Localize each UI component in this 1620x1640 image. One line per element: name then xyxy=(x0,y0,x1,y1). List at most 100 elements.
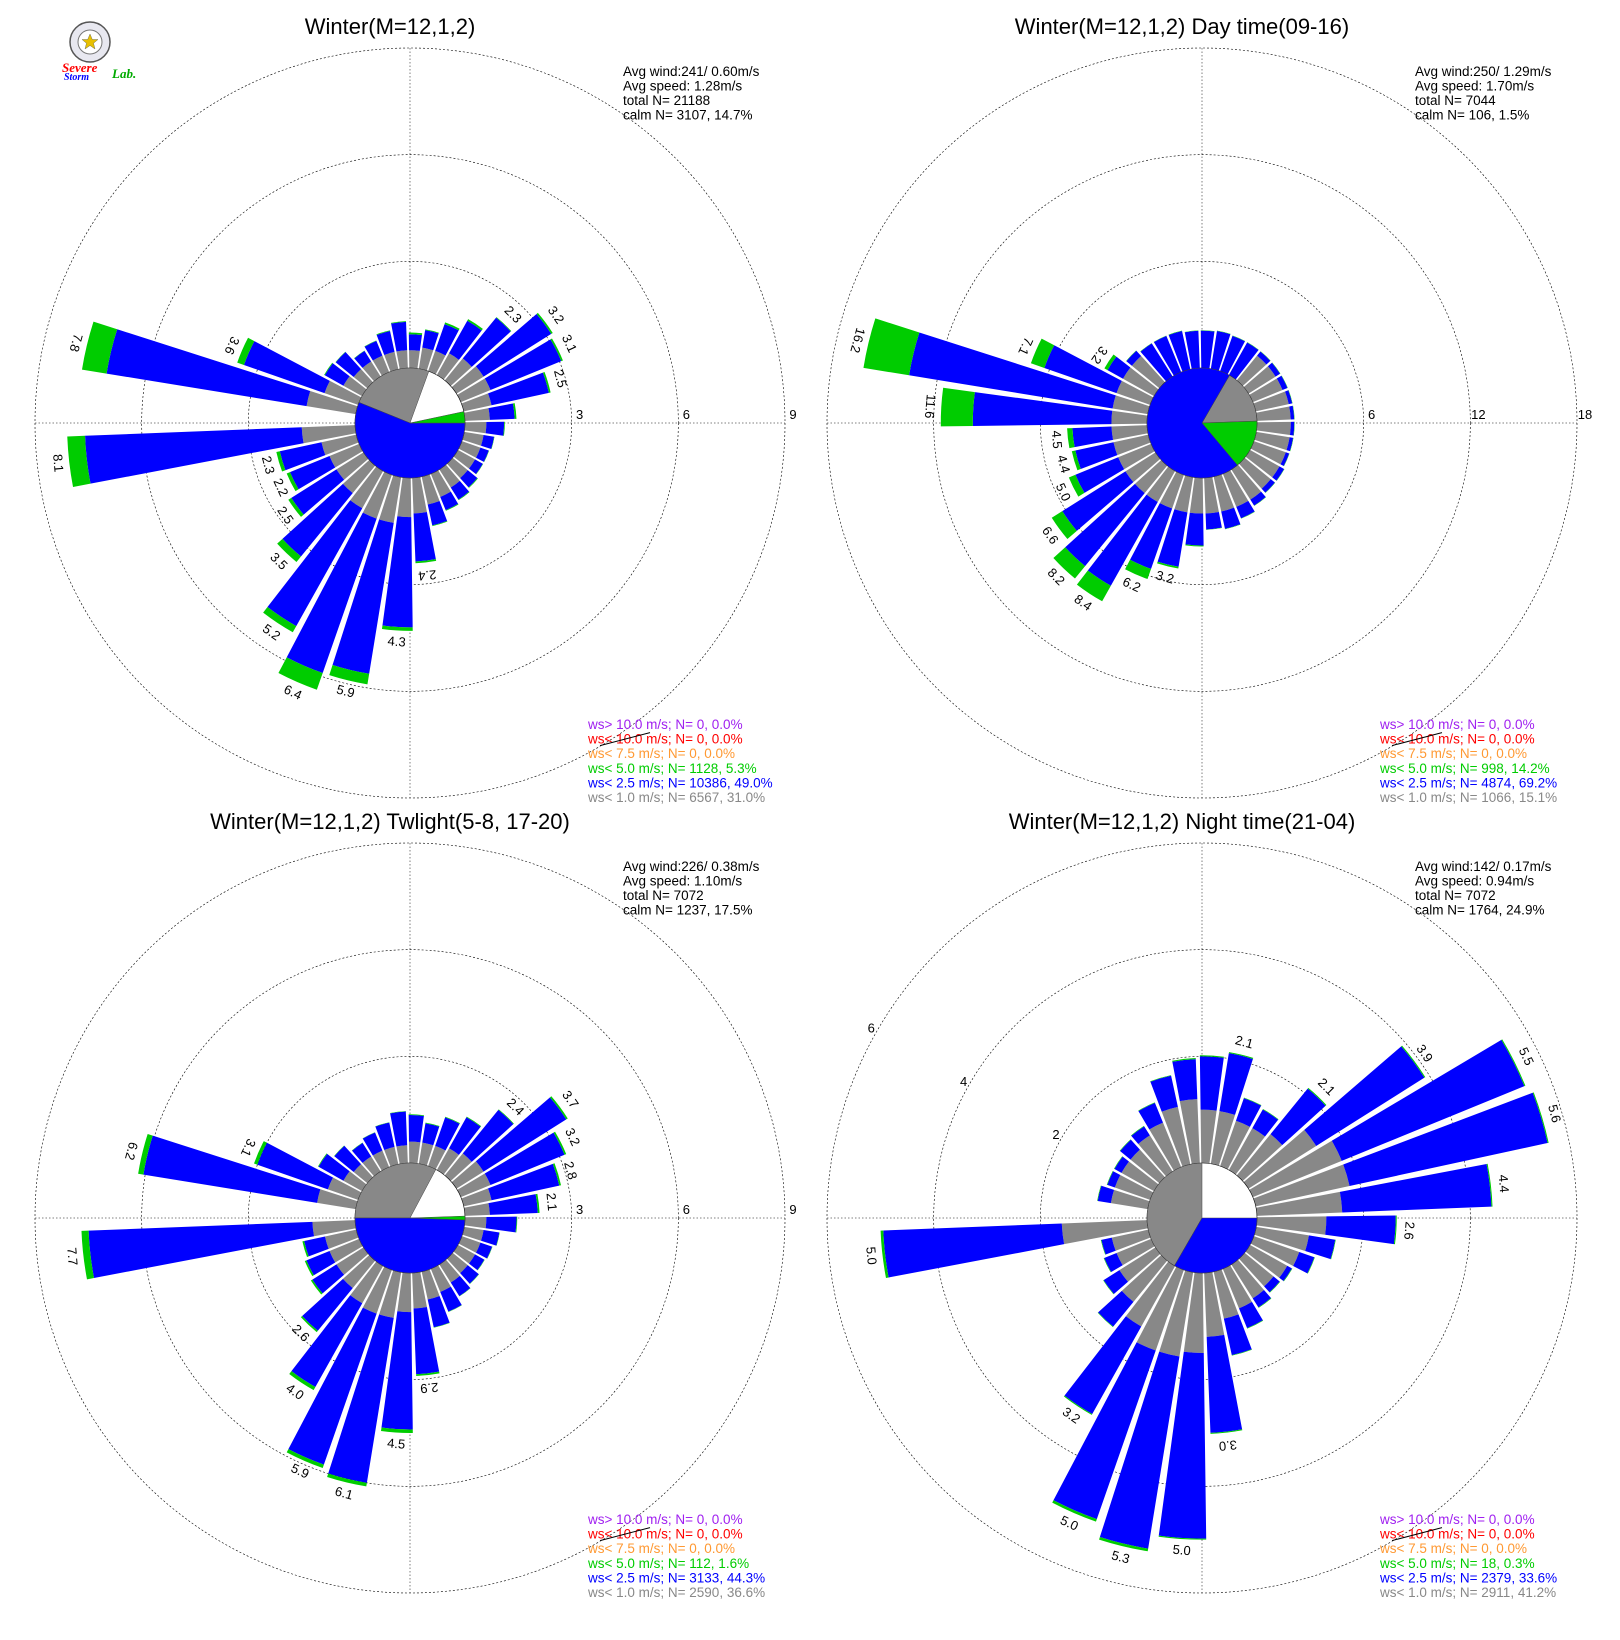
bar-value-label: 2.2 xyxy=(270,476,291,499)
bar-value-label: 3.7 xyxy=(559,1088,582,1111)
bar-segment-lt25 xyxy=(1286,437,1294,452)
ring-tick-label: 9 xyxy=(789,1202,796,1217)
bar-segment-lt5 xyxy=(880,1230,889,1278)
bar-segment-lt25 xyxy=(334,1145,362,1172)
bar-segment-lt1 xyxy=(336,452,369,480)
bar-segment-lt5 xyxy=(1276,468,1285,481)
bar-segment-lt5 xyxy=(415,559,437,564)
bar-value-label: 4.4 xyxy=(1054,453,1073,474)
stat-line: Avg wind:241/ 0.60m/s xyxy=(623,64,760,79)
bar-segment-lt25 xyxy=(1064,1316,1142,1414)
bar-segment-lt5 xyxy=(467,319,483,331)
bar-segment-lt25 xyxy=(1219,1053,1253,1115)
bar-segment-lt1 xyxy=(1159,1270,1194,1357)
bar-segment-lt5 xyxy=(1307,1257,1315,1274)
bar-segment-lt5 xyxy=(1262,1109,1279,1120)
bar-segment-lt1 xyxy=(412,1272,427,1309)
bar-segment-lt5 xyxy=(535,1193,540,1213)
bar-segment-lt5 xyxy=(444,322,460,331)
bar-segment-lt5 xyxy=(408,332,423,336)
stat-line: Avg speed: 1.10m/s xyxy=(623,874,742,889)
windrose-panel-1: Winter(M=12,1,2) 3 6 9 2.3 3.2 3.1 2.5 2.4 4.3 5.9… xyxy=(34,14,797,805)
bar-segment-lt5 xyxy=(1231,1349,1252,1356)
bar-segment-lt5 xyxy=(496,317,512,332)
bar-segment-lt5 xyxy=(277,538,301,562)
bar-segment-lt1 xyxy=(306,391,358,415)
bar-segment-lt1 xyxy=(1189,477,1204,514)
bar-segment-lt1 xyxy=(1250,441,1286,465)
bar-segment-lt25 xyxy=(485,1216,517,1233)
bar-segment-lt5 xyxy=(276,451,286,472)
legend-entry: ws< 7.5 m/s; N= 0, 0.0% xyxy=(587,1541,735,1556)
bar-segment-lt1 xyxy=(1253,391,1289,412)
stat-line: calm N= 106, 1.5% xyxy=(1415,108,1529,123)
chart-title: Winter(M=12,1,2) Day time(09-16) xyxy=(1015,14,1349,39)
bar-segment-lt25 xyxy=(1120,1139,1140,1160)
bar-segment-lt25 xyxy=(440,1286,462,1312)
legend-strike xyxy=(1391,1527,1443,1542)
bar-segment-lt5 xyxy=(445,503,459,511)
bar-segment-lt5 xyxy=(542,372,551,393)
bar-segment-lt1 xyxy=(1238,1252,1274,1287)
bar-segment-lt25 xyxy=(475,1097,567,1172)
bar-segment-lt1 xyxy=(446,457,468,479)
bar-segment-lt5 xyxy=(1052,1500,1097,1522)
bar-segment-lt5 xyxy=(1100,1239,1106,1255)
bar-segment-lt5 xyxy=(1269,1281,1281,1293)
bar-segment-lt5 xyxy=(1532,1092,1549,1143)
bar-segment-lt5 xyxy=(1283,453,1290,467)
calm-pie-slice xyxy=(354,1162,437,1219)
bar-segment-lt25 xyxy=(1223,1314,1252,1356)
windrose-panel-4: Winter(M=12,1,2) Night time(21-04) 2 4 6 2.1… xyxy=(826,809,1578,1600)
bar-segment-lt25 xyxy=(1293,1251,1315,1274)
bar-segment-lt5 xyxy=(237,337,255,366)
bar-segment-lt5 xyxy=(432,520,448,527)
bar-value-label: 3.6 xyxy=(222,334,243,357)
bar-segment-lt1 xyxy=(430,470,451,497)
stat-line: total N= 7072 xyxy=(623,888,704,903)
bar-segment-lt5 xyxy=(390,1111,406,1114)
legend-entry: ws< 10.0 m/s; N= 0, 0.0% xyxy=(1379,732,1535,747)
bar-segment-lt5 xyxy=(550,338,563,362)
bar-segment-lt25 xyxy=(1150,1075,1178,1112)
bar-segment-lt5 xyxy=(1067,428,1075,449)
bar-segment-lt1 xyxy=(462,431,484,446)
bar-segment-lt25 xyxy=(1267,362,1281,377)
bar-segment-lt1 xyxy=(1254,431,1290,451)
bar-segment-lt25 xyxy=(462,317,511,367)
bar-segment-lt25 xyxy=(88,1221,315,1278)
bar-value-label: 5.5 xyxy=(1516,1045,1537,1068)
bar-segment-lt25 xyxy=(460,470,478,488)
bar-segment-lt1 xyxy=(1231,1259,1265,1299)
bar-segment-lt1 xyxy=(1243,366,1276,394)
bar-segment-lt1 xyxy=(384,1146,399,1167)
bar-segment-lt1 xyxy=(1249,378,1283,403)
bar-segment-lt1 xyxy=(1238,457,1271,489)
bar-segment-lt5 xyxy=(1228,1052,1254,1059)
stat-line: Avg speed: 1.70m/s xyxy=(1415,79,1534,94)
bar-segment-lt5 xyxy=(376,330,391,335)
bar-value-label: 5.0 xyxy=(1058,1512,1081,1533)
bar-segment-lt5 xyxy=(1158,1535,1207,1540)
bar-segment-lt1 xyxy=(1256,406,1291,421)
bar-segment-lt25 xyxy=(352,1142,372,1163)
legend-entry: ws< 1.0 m/s; N= 2911, 41.2% xyxy=(1379,1585,1556,1600)
bar-segment-lt1 xyxy=(384,351,399,372)
bar-segment-lt5 xyxy=(324,362,333,376)
bar-segment-lt1 xyxy=(1116,1238,1155,1266)
bar-segment-lt5 xyxy=(254,1141,267,1165)
bar-segment-lt1 xyxy=(453,1244,476,1264)
bar-segment-lt1 xyxy=(1249,1140,1342,1198)
bar-segment-lt25 xyxy=(475,447,489,462)
bar-segment-lt5 xyxy=(445,1116,460,1124)
bar-segment-lt1 xyxy=(451,366,484,394)
bar-segment-lt5 xyxy=(1150,1075,1172,1082)
bar-segment-lt5 xyxy=(483,450,490,463)
bar-value-label: 5.6 xyxy=(1545,1103,1564,1124)
bar-segment-lt5 xyxy=(1076,570,1111,602)
bar-segment-lt25 xyxy=(1289,421,1295,436)
bar-segment-lt1 xyxy=(372,355,390,376)
bar-segment-lt25 xyxy=(488,1163,560,1201)
bar-segment-lt5 xyxy=(1210,1429,1243,1434)
bar-segment-lt25 xyxy=(422,330,439,351)
